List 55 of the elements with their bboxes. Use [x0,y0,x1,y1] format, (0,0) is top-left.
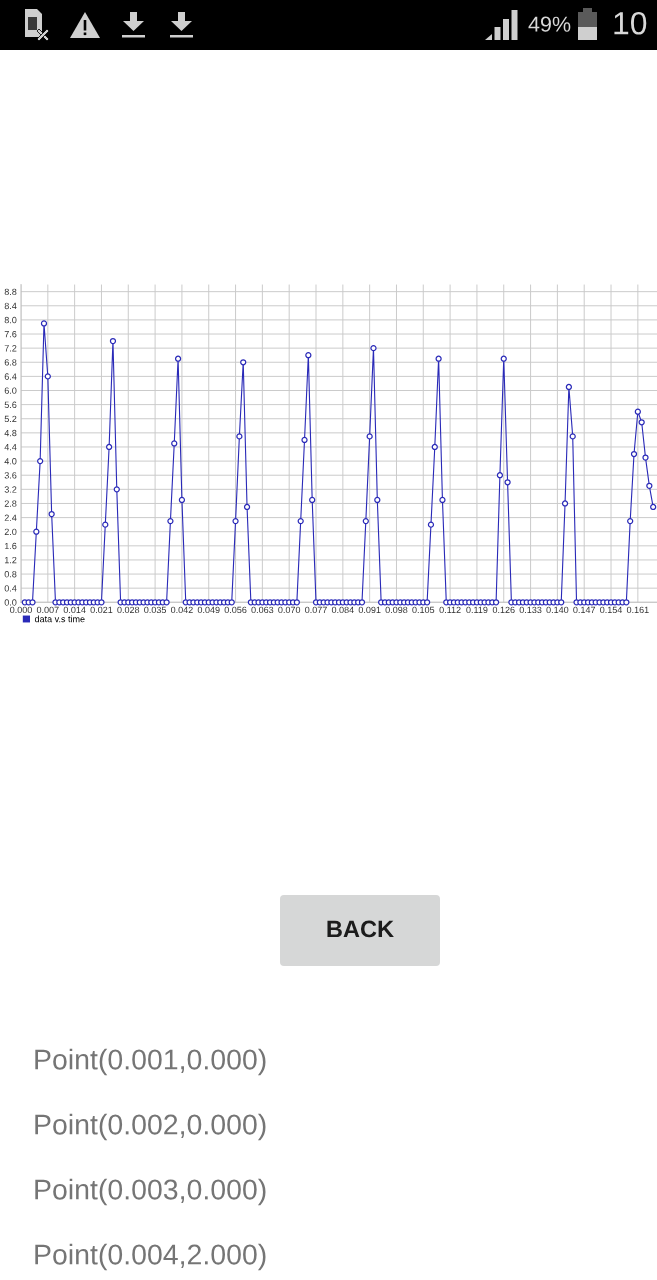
y-tick-label: 5.6 [4,401,17,408]
x-tick-label: 0.091 [358,606,381,614]
y-tick-label: 0.8 [4,571,17,578]
y-tick-label: 0.4 [4,585,17,592]
y-tick-label: 7.2 [4,345,17,352]
y-tick-label: 6.4 [4,373,17,380]
text: 49% [528,16,571,32]
x-tick-label: 0.042 [170,606,193,614]
y-tick-label: 4.4 [4,444,17,451]
x-tick-label: 0.014 [63,606,86,614]
y-tick-label: 2.8 [4,500,17,507]
x-tick-label: 0.098 [385,606,408,614]
text: Point(0.004,2.000) [35,1243,266,1271]
y-tick-label: 1.6 [4,542,17,550]
y-tick-label: 6.8 [4,359,17,366]
y-tick-label: 8.8 [4,288,17,296]
x-tick-label: 0.035 [144,606,167,614]
x-tick-label: 0.028 [117,606,140,614]
x-tick-label: 0.140 [546,606,569,614]
y-tick-label: 5.2 [4,415,17,423]
x-tick-label: 0.147 [573,606,596,614]
x-tick-label: 0.021 [90,606,113,614]
y-tick-label: 2.4 [4,514,17,521]
x-tick-label: 0.126 [492,606,515,614]
text: Point(0.003,0.000) [35,1178,266,1206]
x-tick-label: 0.105 [412,606,435,614]
x-tick-label: 0.049 [197,606,220,614]
y-tick-label: 3.6 [4,472,17,479]
x-tick-label: 0.084 [331,606,354,614]
text: BACK [327,920,394,938]
x-tick-label: 0.070 [278,606,301,614]
x-tick-label: 0.112 [439,606,461,614]
y-tick-label: 7.6 [4,330,17,338]
y-tick-label: 3.2 [4,486,17,493]
x-tick-label: 0.133 [519,606,542,614]
x-tick-label: 0.077 [305,606,327,614]
text: Point(0.001,0.000) [35,1048,266,1076]
y-tick-label: 8.4 [4,302,17,310]
x-tick-label: 0.056 [224,606,247,614]
y-tick-label: 0.0 [4,599,17,606]
legend-label: data v.s time [34,615,85,623]
y-tick-label: 4.0 [4,458,17,465]
y-tick-label: 6.0 [4,387,17,394]
y-tick-label: 8.0 [4,316,17,324]
x-tick-label: 0.000 [10,606,32,614]
y-tick-label: 4.8 [4,429,17,437]
y-tick-label: 2.0 [4,528,17,536]
x-tick-label: 0.154 [600,606,623,614]
x-tick-label: 0.007 [36,606,59,614]
text: Point(0.002,0.000) [35,1113,266,1141]
x-tick-label: 0.063 [251,606,274,614]
y-tick-label: 1.2 [4,556,17,564]
text: 10 [614,11,647,35]
x-tick-label: 0.119 [466,606,488,614]
x-tick-label: 0.161 [626,606,649,614]
